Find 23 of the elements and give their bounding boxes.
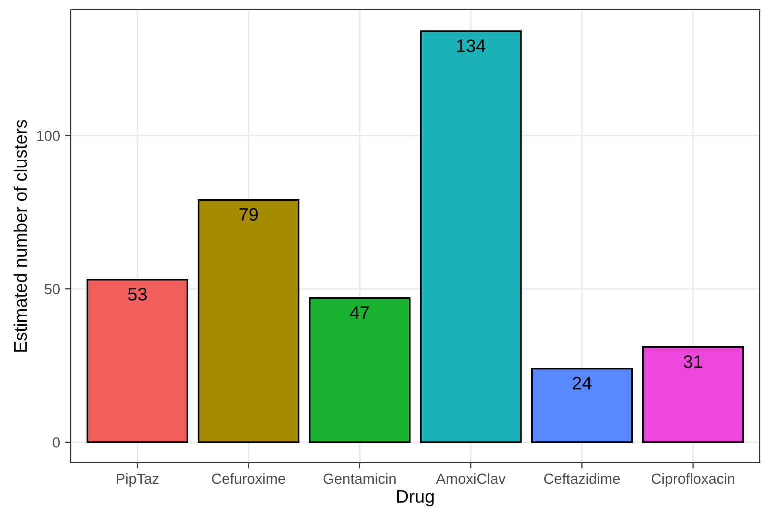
x-tick-label: Cefuroxime bbox=[212, 473, 286, 484]
bar bbox=[198, 199, 300, 444]
data-label: 53 bbox=[128, 288, 147, 301]
bar bbox=[420, 30, 522, 444]
data-label: 47 bbox=[350, 306, 370, 320]
y-tick-label: 50 bbox=[44, 284, 60, 295]
x-tick-label: Ceftazidime bbox=[544, 473, 620, 484]
y-tick-label: 0 bbox=[53, 438, 60, 448]
bar bbox=[642, 346, 744, 444]
data-label: 24 bbox=[573, 376, 592, 390]
x-tick-label: Gentamicin bbox=[324, 473, 396, 484]
x-tick-label: AmoxiClav bbox=[436, 473, 506, 484]
y-axis-title: Estimated number of clusters bbox=[14, 120, 28, 352]
data-label: 79 bbox=[240, 208, 258, 222]
y-tick-label: 100 bbox=[37, 130, 60, 142]
bar bbox=[86, 279, 189, 444]
x-tick-label: PipTaz bbox=[116, 473, 159, 488]
bar bbox=[309, 297, 411, 444]
x-axis-title: Drug bbox=[397, 490, 434, 507]
x-tick-label: Ciprofloxacin bbox=[652, 473, 735, 488]
data-label: 31 bbox=[684, 356, 702, 368]
bar bbox=[531, 368, 634, 444]
data-label: 134 bbox=[457, 40, 486, 52]
